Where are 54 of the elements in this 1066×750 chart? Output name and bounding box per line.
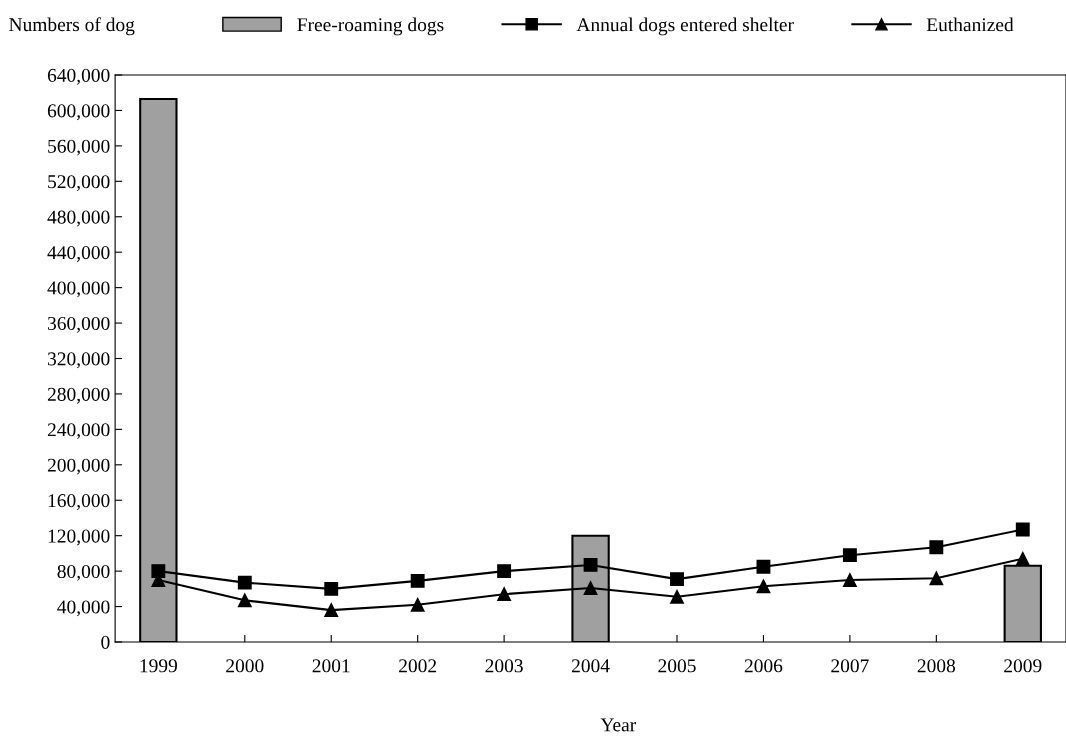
y-tick-label: 440,000 bbox=[47, 246, 110, 262]
y-tick-label: 80,000 bbox=[57, 564, 110, 581]
point bbox=[756, 559, 771, 574]
x-tick-label: 2007 bbox=[831, 659, 869, 673]
point bbox=[410, 597, 425, 612]
x-tick-label: 2000 bbox=[226, 659, 264, 673]
x-axis-title: Year bbox=[600, 718, 637, 732]
y-tick-label: 0 bbox=[101, 635, 110, 649]
point bbox=[151, 564, 166, 579]
point bbox=[583, 557, 598, 572]
y-tick-label: 240,000 bbox=[47, 423, 110, 440]
y-tick-label: 600,000 bbox=[47, 104, 110, 121]
point bbox=[324, 603, 339, 618]
y-tick-label: 640,000 bbox=[47, 68, 110, 85]
y-tick-label: 160,000 bbox=[48, 494, 110, 510]
y-tick-label: 320,000 bbox=[48, 352, 110, 369]
point bbox=[1015, 522, 1030, 537]
y-tick-label: 520,000 bbox=[48, 175, 110, 192]
point bbox=[1015, 551, 1030, 566]
point bbox=[670, 572, 684, 587]
y-tick-label: 480,000 bbox=[47, 210, 110, 227]
point bbox=[237, 593, 252, 608]
legend-label: Euthanized bbox=[926, 17, 1014, 32]
point bbox=[497, 564, 512, 579]
point bbox=[237, 575, 252, 590]
point bbox=[324, 581, 339, 596]
point bbox=[842, 548, 857, 563]
x-tick-label: 2002 bbox=[399, 659, 437, 673]
x-tick-label: 2008 bbox=[917, 659, 956, 673]
x-tick-label: 2004 bbox=[571, 659, 610, 673]
point bbox=[756, 579, 771, 594]
point bbox=[670, 589, 684, 604]
x-tick-label: 2009 bbox=[1004, 659, 1042, 673]
legend-label: Free-roaming dogs bbox=[297, 17, 444, 36]
y-tick-label: 120,000 bbox=[48, 529, 110, 546]
y-tick-label: 560,000 bbox=[48, 139, 110, 156]
x-tick-label: 2003 bbox=[485, 659, 523, 673]
point bbox=[842, 573, 857, 587]
point bbox=[929, 540, 944, 555]
y-tick-label: 200,000 bbox=[47, 458, 110, 475]
x-tick-label: 2005 bbox=[658, 659, 696, 673]
point bbox=[410, 573, 425, 588]
y-tick-label: 40,000 bbox=[57, 600, 110, 617]
legend-label: Annual dogs entered shelter bbox=[576, 17, 794, 36]
y-tick-label: 280,000 bbox=[47, 387, 110, 404]
point bbox=[929, 571, 944, 586]
point bbox=[583, 581, 598, 595]
x-tick-label: 1999 bbox=[140, 659, 177, 673]
x-tick-label: 2001 bbox=[312, 659, 350, 673]
point bbox=[497, 587, 512, 602]
y-tick-label: 400,000 bbox=[47, 281, 110, 298]
y-axis-title: Numbers of dog bbox=[9, 17, 135, 36]
y-tick-label: 360,000 bbox=[48, 316, 110, 333]
x-tick-label: 2006 bbox=[744, 659, 783, 673]
